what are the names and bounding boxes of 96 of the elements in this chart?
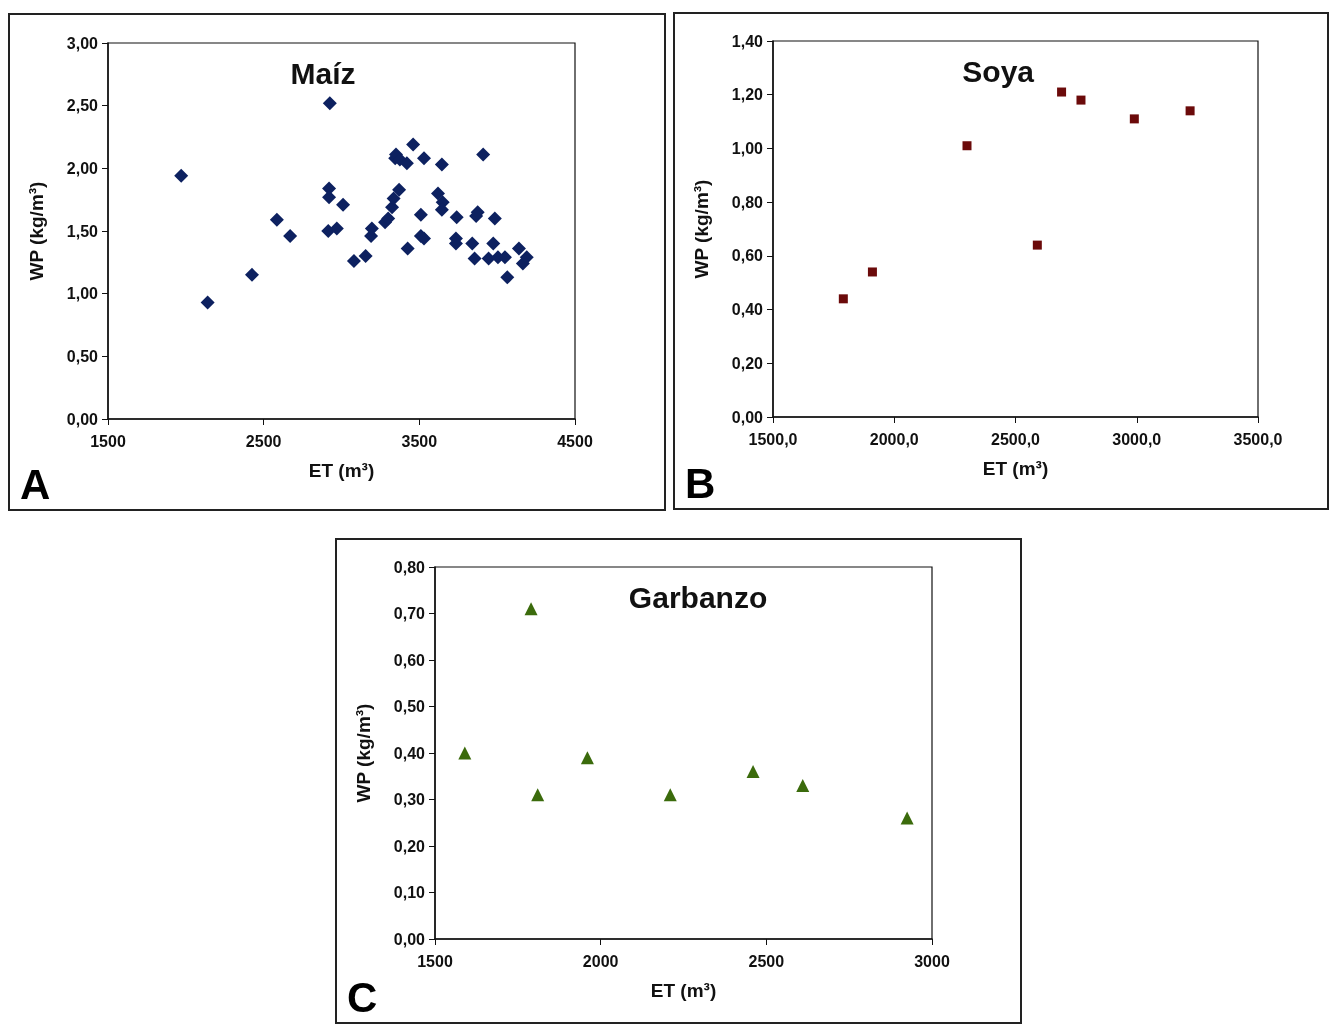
point: [467, 251, 482, 266]
x-tick-label: 1500,0: [748, 430, 798, 448]
point: [1185, 106, 1195, 116]
y-tick-label: 0,00: [66, 410, 99, 428]
x-tick-label: 1500: [417, 952, 453, 970]
x-tick-label: 2500: [748, 952, 785, 970]
point: [1057, 87, 1067, 97]
point: [400, 241, 415, 256]
point: [1129, 114, 1139, 124]
y-tick-label: 0,40: [731, 301, 764, 319]
point: [346, 254, 361, 269]
x-tick-label: 2500: [245, 432, 282, 450]
point: [434, 157, 449, 172]
point: [796, 779, 810, 793]
point: [386, 191, 401, 206]
point: [392, 182, 407, 197]
y-tick-label: 0,30: [393, 791, 426, 808]
y-tick-label: 1,20: [731, 86, 764, 104]
y-tick-label: 1,50: [66, 222, 99, 240]
y-tick-label: 1,40: [731, 32, 764, 50]
point: [500, 270, 515, 285]
y-tick-label: 0,60: [731, 247, 764, 265]
point: [519, 250, 534, 265]
text: A: [20, 460, 51, 508]
x-tick-label: 2000: [582, 952, 619, 970]
point: [329, 221, 344, 236]
point: [962, 141, 972, 151]
x-axis-title: ET (m³): [982, 458, 1049, 479]
point: [269, 212, 284, 227]
point: [417, 151, 431, 166]
y-tick-label: 0,50: [66, 347, 99, 365]
point: [838, 294, 848, 304]
point: [580, 751, 594, 765]
x-tick-label: 3500: [401, 432, 438, 450]
x-axis-title: ET (m³): [308, 460, 375, 481]
y-tick-label: 0,20: [731, 354, 764, 372]
point: [487, 211, 502, 226]
point: [336, 197, 351, 212]
point: [417, 231, 431, 246]
x-tick-label: 2000,0: [869, 430, 919, 448]
point: [663, 788, 677, 802]
point: [900, 811, 914, 825]
y-axis-title: WP (kg/m³): [353, 703, 374, 803]
point: [449, 210, 464, 225]
x-tick-label: 1500: [90, 432, 126, 450]
y-tick-label: 0,70: [393, 605, 426, 622]
point: [358, 249, 373, 264]
point: [486, 236, 501, 251]
y-tick-label: 0,10: [393, 884, 426, 901]
point: [174, 168, 189, 183]
y-tick-label: 2,50: [66, 97, 99, 115]
point: [322, 190, 337, 205]
y-tick-label: 1,00: [731, 139, 764, 157]
y-tick-label: 0,60: [393, 651, 426, 669]
point: [524, 602, 538, 616]
y-tick-label: 0,40: [393, 744, 426, 762]
point: [511, 241, 526, 256]
x-tick-label: 3000: [914, 952, 950, 970]
point: [465, 236, 480, 251]
y-tick-label: 3,00: [66, 34, 99, 52]
x-tick-label: 2500,0: [991, 430, 1041, 448]
point: [406, 137, 421, 152]
x-tick-label: 3500,0: [1233, 430, 1283, 448]
y-axis-title: WP (kg/m³): [26, 181, 47, 281]
y-tick-label: 0,80: [393, 558, 426, 576]
point: [283, 229, 298, 244]
point: [458, 746, 472, 760]
y-tick-label: 2,00: [66, 159, 99, 177]
point: [413, 207, 428, 222]
text: C: [347, 973, 378, 1021]
point: [322, 96, 337, 111]
x-tick-label: 3000,0: [1112, 430, 1162, 448]
point: [244, 267, 259, 282]
point: [381, 211, 396, 226]
point: [200, 295, 215, 310]
chart-title: Soya: [962, 54, 1035, 88]
y-tick-label: 1,00: [66, 285, 99, 303]
point: [476, 147, 491, 162]
x-axis-title: ET (m³): [650, 980, 717, 1001]
text: B: [685, 459, 716, 507]
point: [399, 156, 414, 171]
point: [431, 186, 446, 201]
y-axis-title: WP (kg/m³): [691, 179, 712, 279]
point: [531, 788, 545, 802]
chart-title: Maíz: [290, 56, 356, 90]
point: [1032, 240, 1042, 250]
y-tick-label: 0,80: [731, 193, 764, 211]
y-tick-label: 0,00: [393, 930, 426, 948]
chart-title: Garbanzo: [628, 580, 768, 614]
x-tick-label: 4500: [557, 432, 593, 450]
point: [1076, 95, 1086, 105]
y-tick-label: 0,50: [393, 698, 426, 715]
point: [867, 267, 877, 277]
y-tick-label: 0,20: [393, 837, 426, 855]
y-tick-label: 0,00: [731, 408, 764, 426]
point: [746, 765, 760, 779]
